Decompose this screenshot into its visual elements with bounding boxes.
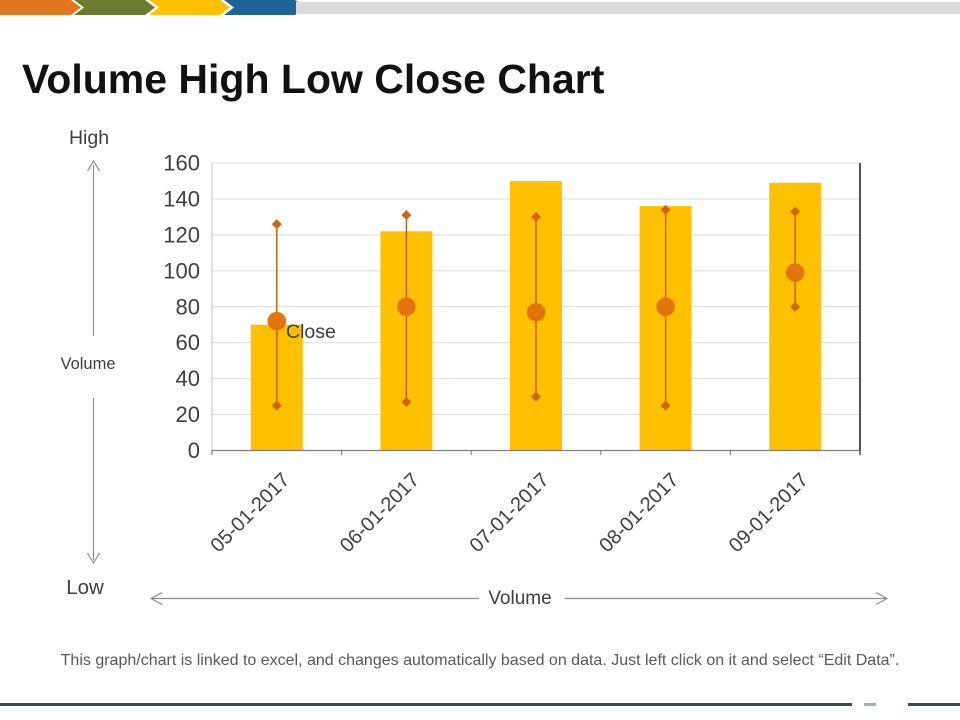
high-marker[interactable] [660,204,671,215]
low-marker[interactable] [401,396,412,407]
close-marker[interactable] [526,302,546,322]
volume-axis-label: Volume [60,355,116,373]
up-arrow-icon [86,159,101,336]
close-marker[interactable] [656,297,675,317]
high-label: High [68,127,110,149]
low-label: Low [66,576,104,599]
chevron-blue [224,0,305,15]
y-axis-tick-label: 140 [163,186,200,211]
y-axis-tick-label: 60 [176,330,200,355]
low-marker[interactable] [531,391,541,402]
x-axis-tick-label: 08-01-2017 [595,469,683,557]
low-marker[interactable] [271,400,282,411]
close-marker[interactable] [785,263,805,282]
low-marker[interactable] [790,301,801,312]
close-marker[interactable] [267,311,287,331]
y-axis-tick-label: 0 [188,438,200,463]
bottom-rule-right [908,703,960,706]
x-axis-tick-label: 07-01-2017 [466,469,554,557]
y-axis-tick-label: 20 [176,402,200,427]
y-axis-tick-label: 160 [163,151,200,176]
high-marker[interactable] [271,219,282,230]
chevron-orange [0,0,81,15]
chevron-yellow [149,0,230,15]
y-axis-tick-label: 120 [163,222,200,247]
y-axis-tick-label: 80 [176,294,200,319]
close-annotation: Close [286,321,336,343]
y-axis-tick-label: 40 [176,366,200,391]
volume-bottom-label: Volume [488,588,552,609]
bottom-rule-left [0,703,852,706]
high-marker[interactable] [531,211,541,222]
low-marker[interactable] [660,400,671,411]
top-decor-bar [0,0,960,16]
high-marker[interactable] [401,210,412,221]
page-title: Volume High Low Close Chart [22,56,605,103]
x-axis-tick-label: 09-01-2017 [725,469,813,557]
horizontal-double-arrow-icon [149,591,889,606]
footer-note: This graph/chart is linked to excel, and… [60,652,900,669]
header-gray-bar [296,1,960,14]
down-arrow-icon [86,398,101,565]
high-marker[interactable] [790,206,801,217]
x-axis-tick-label: 06-01-2017 [336,469,424,557]
bottom-rule-faint [864,703,876,706]
x-axis-tick-label: 05-01-2017 [206,469,294,557]
close-marker[interactable] [397,297,416,317]
y-axis-tick-label: 100 [163,258,200,283]
chevron-olive [74,0,155,15]
